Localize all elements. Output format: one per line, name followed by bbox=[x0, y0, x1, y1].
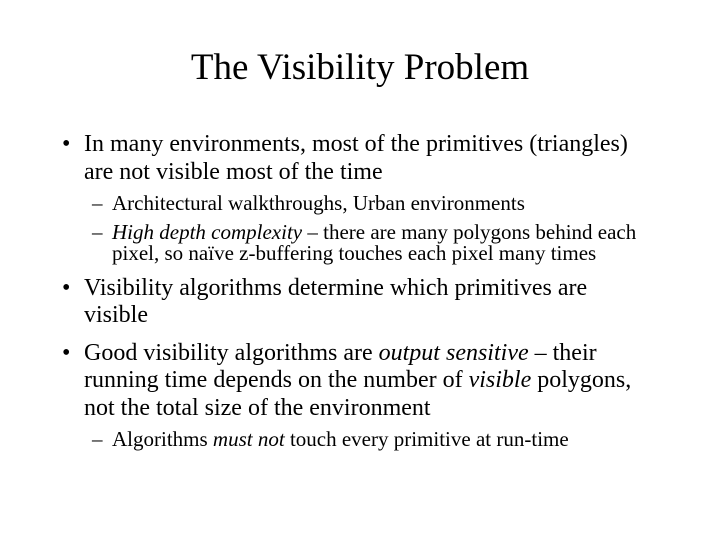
bullet-item: • In many environments, most of the prim… bbox=[62, 131, 704, 186]
text-segment-italic: output sensitive bbox=[378, 339, 529, 366]
bullet-text: High depth complexity – there are many p… bbox=[112, 219, 704, 265]
bullet-item: • Visibility algorithms determine which … bbox=[62, 275, 704, 330]
text-segment: – there are many polygons behind each pi… bbox=[112, 219, 637, 265]
text-segment-italic: must not bbox=[212, 427, 285, 451]
bullet-text: Architectural walkthroughs, Urban enviro… bbox=[112, 191, 704, 215]
slide-body: • In many environments, most of the prim… bbox=[62, 131, 704, 451]
text-segment: Visibility algorithms determine which pr… bbox=[84, 274, 588, 329]
bullet-text: Algorithms must not touch every primitiv… bbox=[112, 427, 704, 451]
text-segment-italic: High depth complexity bbox=[112, 219, 303, 244]
bullet-icon: • bbox=[62, 339, 71, 366]
bullet-icon: • bbox=[62, 274, 71, 301]
sub-bullet-item: – Architectural walkthroughs, Urban envi… bbox=[92, 191, 704, 215]
text-segment: Architectural walkthroughs, Urban enviro… bbox=[112, 191, 525, 215]
bullet-text: In many environments, most of the primit… bbox=[84, 131, 704, 186]
text-segment: – their running time depends on the numb… bbox=[84, 339, 597, 394]
bullet-icon: • bbox=[62, 131, 71, 157]
dash-icon: – bbox=[92, 219, 103, 244]
text-segment: Good visibility algorithms are bbox=[84, 339, 379, 366]
sub-bullet-item: – High depth complexity – there are many… bbox=[92, 219, 704, 265]
sub-bullet-item: – Algorithms must not touch every primit… bbox=[92, 427, 704, 451]
slide-title: The Visibility Problem bbox=[190, 47, 530, 88]
dash-icon: – bbox=[92, 191, 103, 215]
text-segment: In many environments, most of the primit… bbox=[84, 131, 628, 185]
bullet-item: • Good visibility algorithms are output … bbox=[62, 340, 704, 423]
text-segment: Algorithms bbox=[112, 427, 213, 451]
bullet-text: Good visibility algorithms are output se… bbox=[84, 340, 704, 423]
dash-icon: – bbox=[92, 427, 103, 451]
text-segment-italic: visible bbox=[468, 367, 532, 393]
bullet-text: Visibility algorithms determine which pr… bbox=[84, 275, 704, 330]
text-segment: touch every primitive at run-time bbox=[284, 427, 569, 451]
text-segment: polygons, not the total size of the envi… bbox=[84, 367, 632, 421]
